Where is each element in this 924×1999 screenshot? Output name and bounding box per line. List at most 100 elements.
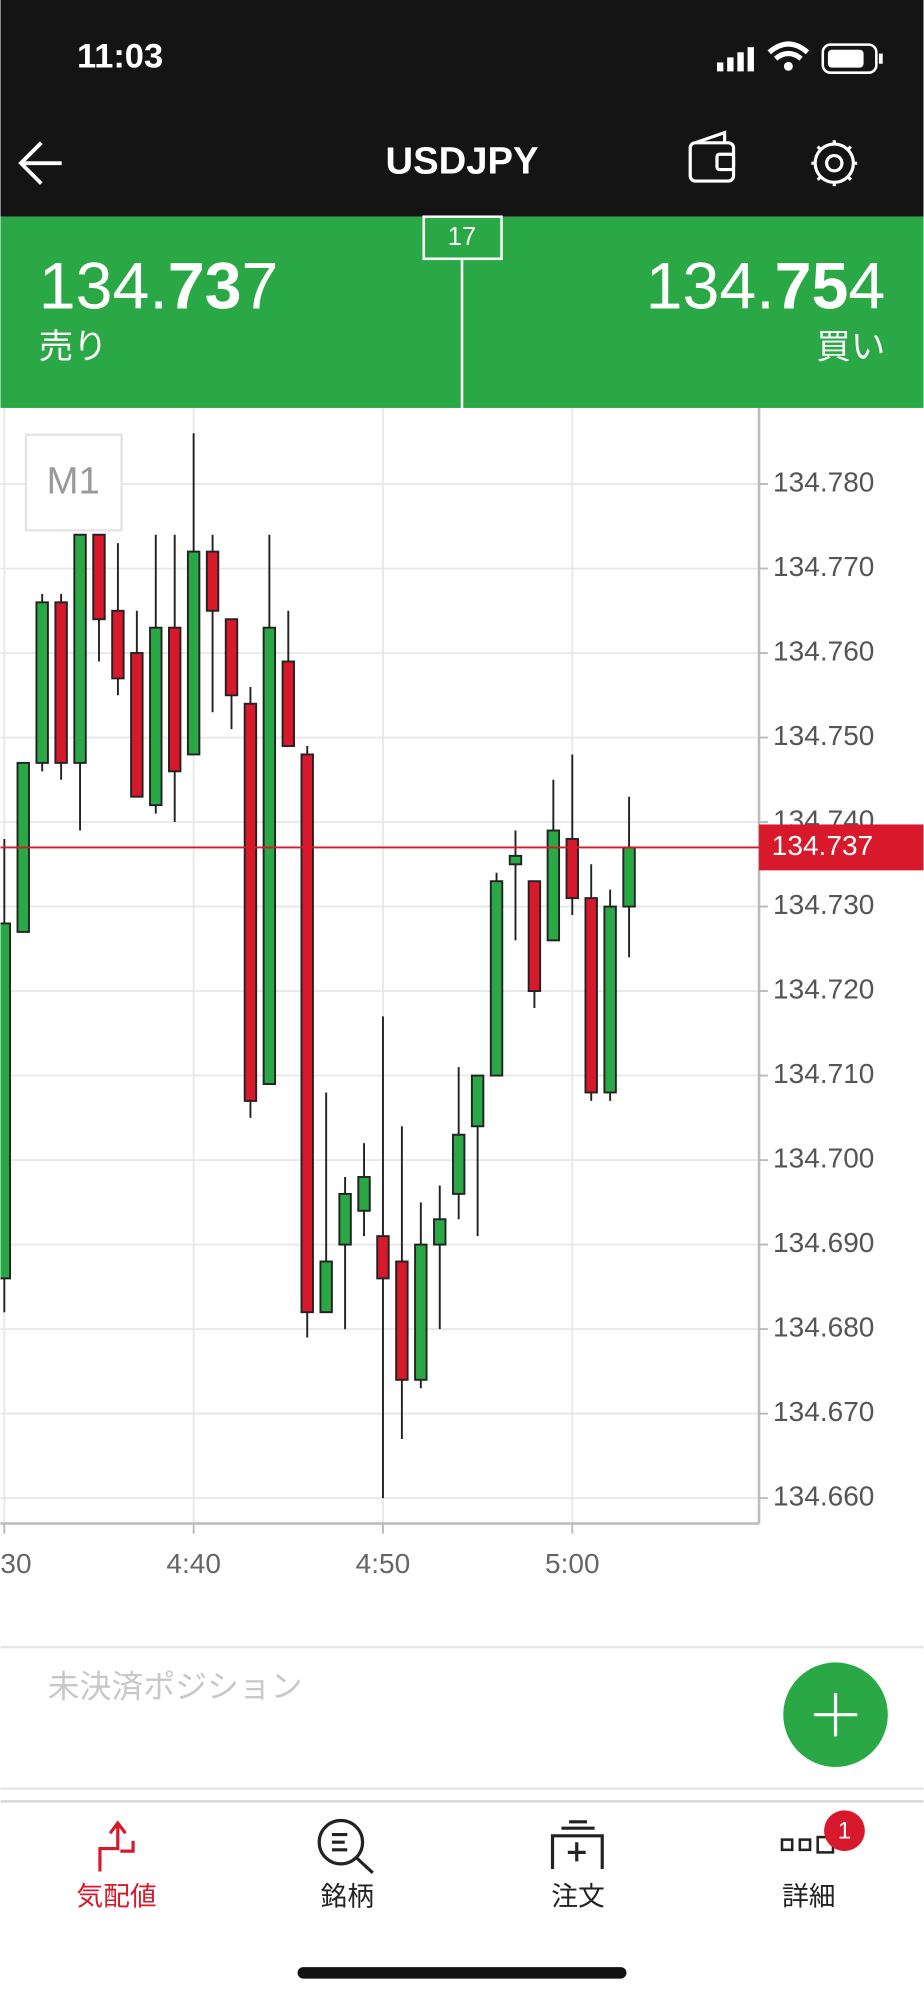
positions-title: 未決済ポジション: [48, 1669, 303, 1705]
settings-button[interactable]: [811, 140, 858, 187]
candle-body: [433, 1218, 447, 1246]
y-tick-label: 134.700: [773, 1142, 874, 1173]
wifi-icon: [767, 41, 810, 61]
battery-cap: [878, 53, 883, 64]
nav-label: 銘柄: [320, 1881, 374, 1911]
y-tick-label: 134.660: [773, 1481, 874, 1512]
candle-body: [546, 829, 561, 942]
candle-body: [281, 660, 295, 747]
candle-body: [130, 652, 144, 798]
bid-label: 売り: [39, 328, 108, 366]
candle-body: [149, 626, 163, 807]
candle-body: [168, 626, 182, 773]
ask-suffix: 4: [848, 249, 885, 323]
header-title: USDJPY: [386, 139, 539, 182]
spread-box: [422, 215, 503, 261]
candle-body: [508, 854, 523, 866]
y-tick-label: 134.730: [773, 889, 874, 920]
signal-icon: [716, 47, 754, 72]
x-tick-label: 4:40: [166, 1548, 221, 1579]
nav-icon: [98, 1820, 135, 1872]
x-tick-label: 4:50: [356, 1548, 411, 1579]
candle-body: [224, 618, 239, 697]
candle-body: [111, 609, 125, 680]
candle-body: [73, 533, 87, 764]
home-indicator: [297, 1967, 627, 1979]
candle-body: [243, 702, 258, 1102]
y-tick-label: 134.760: [773, 635, 874, 666]
wifi-dot: [783, 61, 793, 71]
x-tick-label: 5:00: [545, 1548, 600, 1579]
candle-body: [92, 533, 106, 621]
y-tick-label: 134.680: [773, 1312, 874, 1343]
badge-count: 1: [838, 1817, 851, 1844]
nav-icon: [331, 1832, 374, 1874]
ask-label: 買い: [816, 328, 885, 366]
y-tick-label: 134.670: [773, 1396, 874, 1427]
nav-symbols[interactable]: 銘柄: [317, 1818, 374, 1912]
last-price-box: [759, 824, 924, 871]
candle-body: [622, 846, 636, 908]
candle-body: [451, 1133, 466, 1195]
x-tick-label: 4:30: [0, 1548, 32, 1579]
candle-body: [603, 905, 617, 1094]
y-tick-label: 134.780: [773, 466, 874, 497]
timeframe-box[interactable]: [24, 433, 123, 532]
status-time: 11:03: [77, 38, 163, 76]
bid-price[interactable]: 134.737: [39, 249, 279, 323]
candle-body: [489, 880, 504, 1077]
candle-body: [186, 550, 201, 756]
nav-label: 気配値: [76, 1881, 156, 1911]
battery-level: [827, 49, 864, 68]
chart: 134.660 134.670 134.680 134.690 134.700 134.7…: [0, 407, 924, 1579]
candle-body: [414, 1243, 428, 1381]
candle-body: [376, 1235, 390, 1280]
candle-body: [35, 601, 49, 764]
last-price-label: 134.737: [772, 830, 873, 861]
nav-icon: [780, 1838, 794, 1852]
candle-body: [205, 550, 220, 612]
ask-big: 75: [775, 249, 849, 323]
nav-icon: [550, 1820, 604, 1869]
y-tick-label: 134.690: [773, 1227, 874, 1258]
nav-label: 注文: [551, 1881, 605, 1911]
candle-body: [527, 880, 542, 993]
nav-details[interactable]: 1 詳細: [780, 1810, 865, 1911]
top-bar: [0, 0, 924, 217]
candle-body: [54, 601, 68, 764]
candles: [0, 433, 636, 1499]
nav-quotes[interactable]: 気配値: [76, 1820, 157, 1911]
bid-big: 73: [168, 249, 242, 323]
wallet-button[interactable]: [688, 130, 736, 183]
bid-suffix: 7: [241, 249, 278, 323]
ask-prefix: 134.: [646, 249, 775, 323]
nav-order[interactable]: 注文: [550, 1820, 605, 1912]
candle-body: [357, 1176, 371, 1212]
candle-body: [262, 626, 277, 1085]
plus-icon: [813, 1693, 858, 1737]
candle-body: [470, 1074, 485, 1128]
badge: [824, 1810, 865, 1852]
y-tick-label: 134.720: [773, 973, 874, 1004]
candle-body: [319, 1260, 333, 1314]
ask-price[interactable]: 134.754: [646, 249, 886, 323]
battery-icon: [821, 43, 878, 74]
timeframe: M1: [47, 459, 100, 502]
candle-body: [565, 837, 579, 900]
nav-label: 詳細: [782, 1881, 836, 1911]
y-tick-label: 134.710: [773, 1058, 874, 1089]
candle-body: [0, 922, 12, 1280]
y-tick-label: 134.770: [773, 551, 874, 582]
candle-body: [300, 753, 314, 1314]
candle-body: [584, 897, 598, 1094]
candle-body: [338, 1192, 352, 1246]
back-button[interactable]: [18, 141, 62, 185]
spread: 17: [448, 223, 476, 251]
bid-prefix: 134.: [39, 249, 168, 323]
nav-icon: [317, 1818, 365, 1866]
candle-body: [395, 1260, 409, 1381]
y-tick-label: 134.750: [773, 720, 874, 751]
nav-icon: [798, 1838, 812, 1852]
